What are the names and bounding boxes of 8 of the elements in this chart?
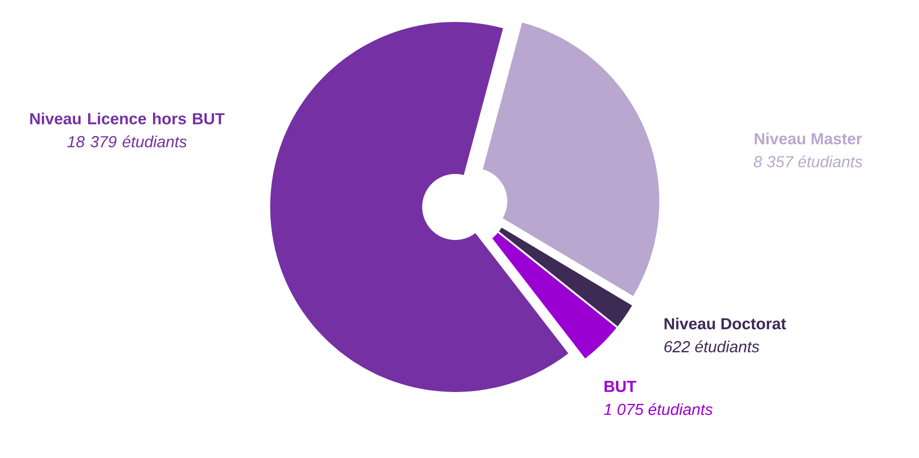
data-label: 1 075 étudiants bbox=[604, 403, 713, 416]
slice-label: Niveau Licence hors BUT bbox=[30, 112, 225, 124]
data-label: 622 étudiants bbox=[664, 340, 760, 352]
slice-label: BUT bbox=[604, 380, 636, 392]
data-label: 18 379 étudiants bbox=[67, 135, 187, 148]
slice-label: Niveau Doctorat bbox=[664, 318, 786, 330]
data-label: 8 357 étudiants bbox=[754, 155, 862, 168]
slice-label: Niveau Master bbox=[754, 132, 862, 144]
